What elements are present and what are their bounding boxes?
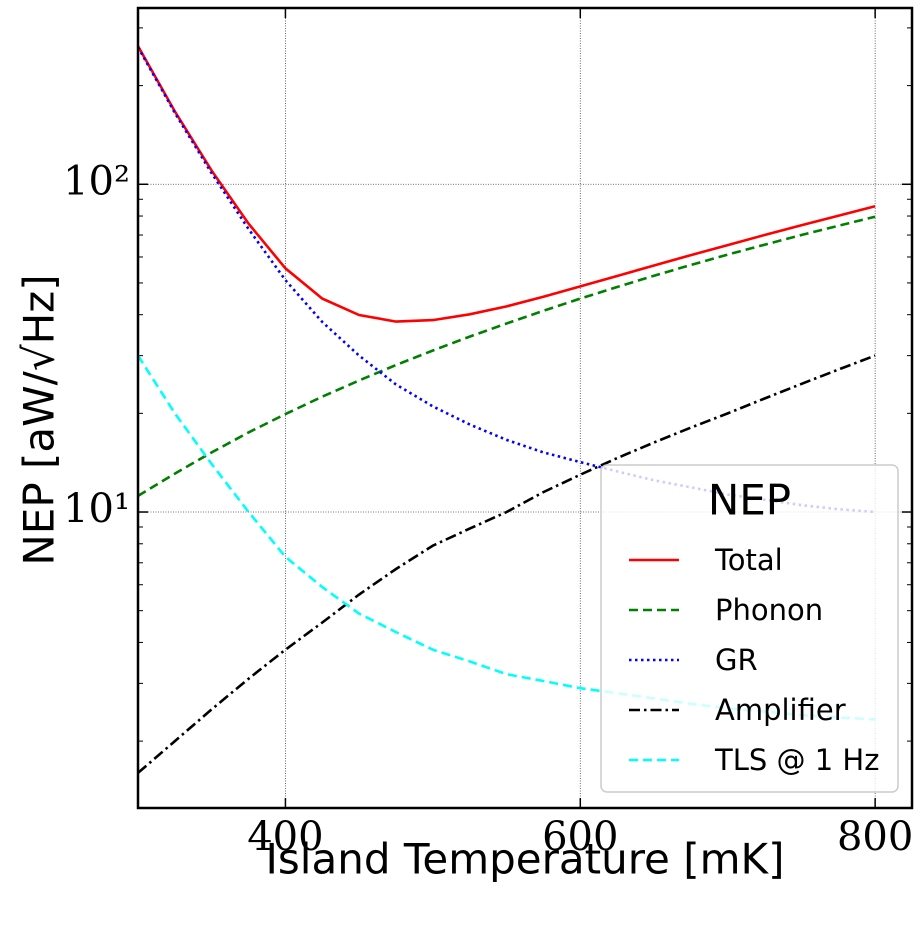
series-line	[136, 354, 876, 721]
y-axis-label: NEP [aW/√Hz]	[15, 274, 64, 565]
series-line	[136, 45, 876, 323]
series-line	[137, 354, 876, 774]
x-tick-label: 400	[247, 814, 323, 860]
legend-title: NEP	[708, 476, 791, 525]
series-line	[136, 46, 876, 514]
legend-label: GR	[715, 643, 758, 677]
x-tick-label: 600	[542, 814, 618, 860]
plot-frame	[136, 6, 914, 810]
x-axis-label: Island Temperature [mK]	[266, 835, 785, 884]
y-tick-label: 10²	[63, 158, 130, 204]
legend-label: Phonon	[715, 593, 823, 627]
series-line	[137, 215, 876, 498]
legend: NEP Total Phonon GR Amplifier TLS @ 1 Hz	[600, 464, 899, 793]
x-tick-label: 800	[837, 814, 913, 860]
y-tick-label: 10¹	[63, 486, 130, 532]
legend-label: Total	[714, 543, 783, 577]
legend-label: Amplifier	[715, 693, 846, 727]
legend-label: TLS @ 1 Hz	[714, 743, 879, 777]
